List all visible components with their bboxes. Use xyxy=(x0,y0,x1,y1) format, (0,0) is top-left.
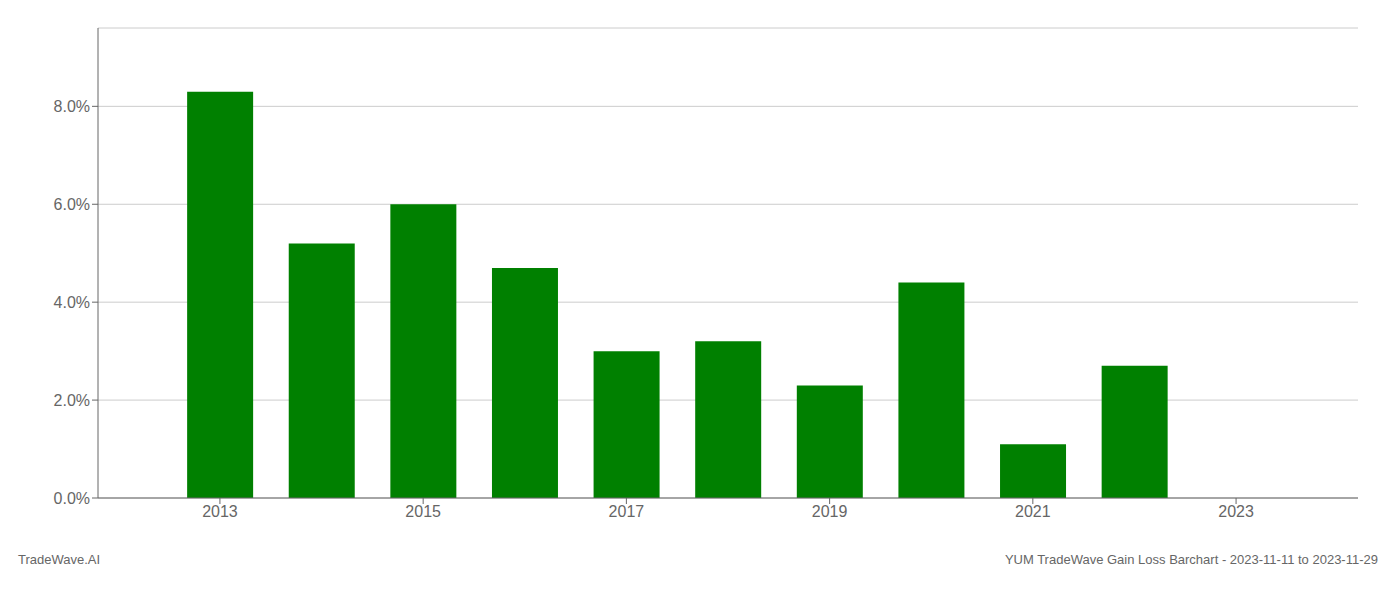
svg-text:2023: 2023 xyxy=(1218,503,1254,520)
svg-text:4.0%: 4.0% xyxy=(54,294,90,311)
svg-text:2.0%: 2.0% xyxy=(54,392,90,409)
svg-text:6.0%: 6.0% xyxy=(54,196,90,213)
svg-text:2013: 2013 xyxy=(202,503,238,520)
svg-text:0.0%: 0.0% xyxy=(54,490,90,507)
svg-text:2019: 2019 xyxy=(812,503,848,520)
svg-text:2017: 2017 xyxy=(609,503,645,520)
html-text:TradeWave.AI: TradeWave.AI xyxy=(18,552,101,567)
html-text:YUM TradeWave Gain Loss Barcha: YUM TradeWave Gain Loss Barchart - 2023-… xyxy=(1004,552,1378,567)
svg-text:8.0%: 8.0% xyxy=(54,98,90,115)
svg-text:2021: 2021 xyxy=(1015,503,1051,520)
svg-text:2015: 2015 xyxy=(405,503,441,520)
